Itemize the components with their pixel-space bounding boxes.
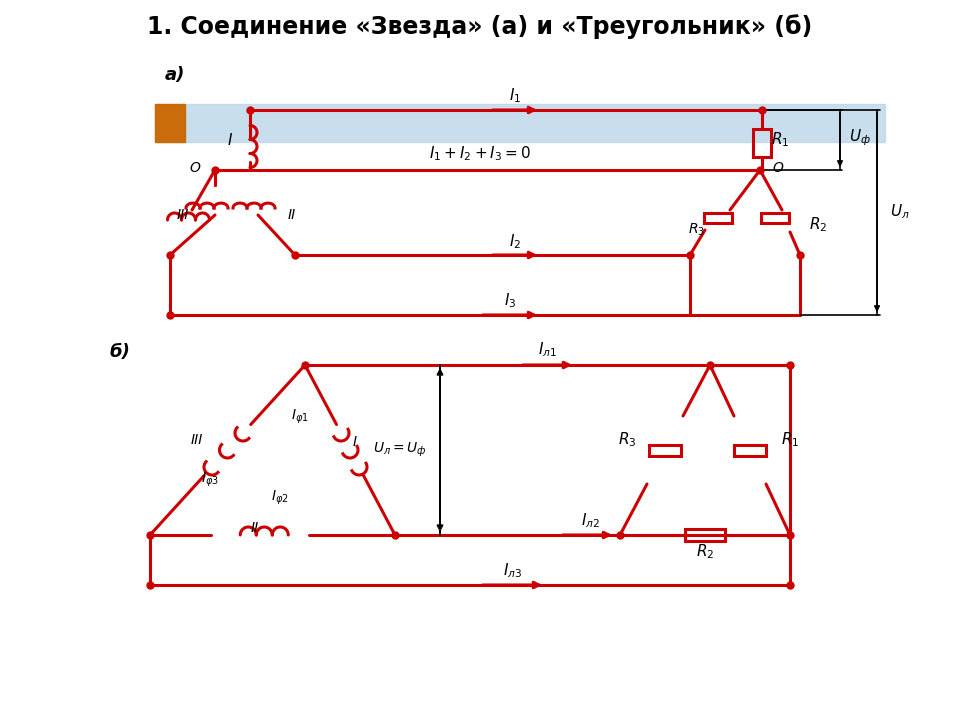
Text: O: O xyxy=(189,161,201,175)
Text: $I_{л2}$: $I_{л2}$ xyxy=(581,512,599,531)
Text: $R_1$: $R_1$ xyxy=(780,431,799,449)
Text: III: III xyxy=(177,208,189,222)
Text: $R_3$: $R_3$ xyxy=(688,222,705,238)
Bar xyxy=(155,104,185,142)
Text: б): б) xyxy=(109,343,131,361)
Bar xyxy=(734,444,766,456)
Bar xyxy=(685,529,725,541)
Text: II: II xyxy=(251,521,259,535)
Text: $I_{\varphi2}$: $I_{\varphi2}$ xyxy=(271,489,289,507)
Text: $R_2$: $R_2$ xyxy=(696,543,714,562)
Text: $I_{\varphi1}$: $I_{\varphi1}$ xyxy=(291,408,309,426)
Text: $I_1$: $I_1$ xyxy=(509,86,521,105)
Bar xyxy=(761,213,789,223)
Text: $R_2$: $R_2$ xyxy=(809,216,828,234)
Text: III: III xyxy=(191,433,204,447)
Text: $I_{л3}$: $I_{л3}$ xyxy=(503,562,522,580)
Text: I: I xyxy=(353,435,357,449)
Text: $I_{\varphi3}$: $I_{\varphi3}$ xyxy=(201,471,219,489)
Text: $U_л=U_ф$: $U_л=U_ф$ xyxy=(373,441,427,459)
Text: $R_1$: $R_1$ xyxy=(771,130,789,149)
Text: а): а) xyxy=(165,66,185,84)
Text: O: O xyxy=(773,161,783,175)
Bar xyxy=(155,104,885,142)
Text: $I_{л1}$: $I_{л1}$ xyxy=(539,341,558,359)
Text: I: I xyxy=(228,132,232,148)
Text: $U_ф$: $U_ф$ xyxy=(849,127,871,148)
Bar xyxy=(704,213,732,223)
Bar xyxy=(753,129,771,157)
Text: $U_л$: $U_л$ xyxy=(890,202,910,221)
Text: $I_2$: $I_2$ xyxy=(509,233,521,251)
Text: $I_3$: $I_3$ xyxy=(504,292,516,310)
Text: II: II xyxy=(288,208,296,222)
Text: 1. Соединение «Звезда» (а) и «Треугольник» (б): 1. Соединение «Звезда» (а) и «Треугольни… xyxy=(148,14,812,40)
Bar xyxy=(649,444,681,456)
Text: $I_1+I_2+I_3=0$: $I_1+I_2+I_3=0$ xyxy=(429,145,531,163)
Text: $R_3$: $R_3$ xyxy=(618,431,636,449)
